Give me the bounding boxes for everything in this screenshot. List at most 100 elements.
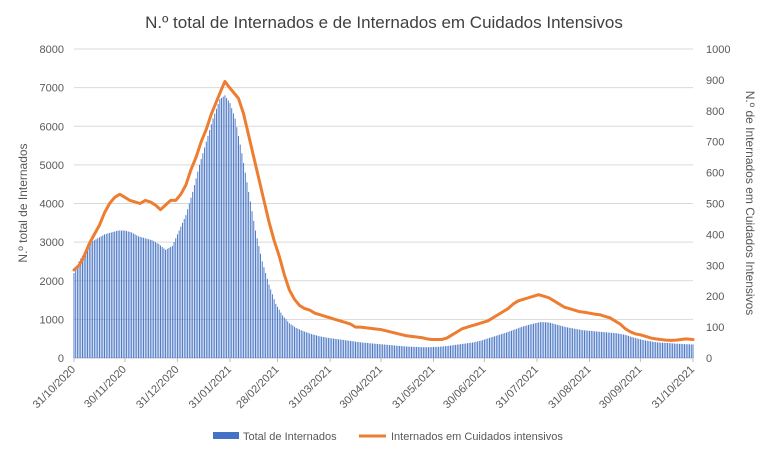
bar <box>161 246 163 358</box>
bar <box>292 325 294 358</box>
bar <box>480 340 482 358</box>
bar <box>602 332 604 358</box>
bar <box>483 339 485 358</box>
bar <box>300 330 302 358</box>
bar <box>387 344 389 358</box>
x-tick-label: 31/03/2021 <box>287 364 334 411</box>
y-left-tick-label: 7000 <box>40 83 64 95</box>
bar <box>134 234 136 358</box>
bar <box>541 322 543 358</box>
bar <box>178 230 180 358</box>
bar <box>584 330 585 358</box>
bar <box>570 328 572 358</box>
bar <box>144 238 146 358</box>
bar <box>183 218 185 358</box>
bar <box>643 340 645 358</box>
bar <box>572 328 574 358</box>
bar <box>382 344 384 358</box>
bar <box>505 332 507 358</box>
bar <box>305 332 307 358</box>
bar <box>217 104 219 358</box>
bar <box>519 327 521 358</box>
bar <box>597 331 599 358</box>
bar <box>551 323 553 358</box>
bar <box>224 95 226 358</box>
bar <box>507 331 509 358</box>
bar <box>690 344 692 358</box>
bar <box>288 323 290 358</box>
bar <box>260 253 262 358</box>
bar <box>594 331 596 358</box>
bar <box>121 230 122 358</box>
chart-title: N.º total de Internados e de Internados … <box>145 13 623 32</box>
bar <box>100 236 102 358</box>
x-tick-label: 31/12/2020 <box>134 364 181 411</box>
bar <box>348 340 350 358</box>
bar <box>628 335 630 358</box>
bar <box>333 338 334 358</box>
bar <box>204 147 206 358</box>
bar <box>283 317 285 358</box>
bar <box>253 220 255 358</box>
bar <box>555 324 557 358</box>
bar <box>662 342 663 358</box>
bar <box>614 333 616 358</box>
bar <box>231 108 233 358</box>
bar <box>160 245 161 358</box>
bar <box>563 326 565 358</box>
bar <box>470 342 472 358</box>
bar <box>404 346 406 358</box>
bar <box>448 345 450 358</box>
bar <box>606 332 607 358</box>
bar <box>351 341 353 358</box>
bar <box>421 347 423 358</box>
bar <box>595 331 597 358</box>
bar <box>146 238 148 358</box>
bar <box>148 239 150 358</box>
bar <box>556 324 558 358</box>
bar <box>494 336 496 358</box>
bar <box>75 269 77 358</box>
bar <box>124 230 126 358</box>
x-tick-label: 31/07/2021 <box>494 364 541 411</box>
bar <box>385 344 387 358</box>
bar <box>453 345 455 358</box>
bar <box>156 243 158 358</box>
bar <box>363 342 365 358</box>
bar <box>438 346 440 358</box>
bar <box>621 334 623 358</box>
bar <box>685 344 687 358</box>
bar <box>182 222 183 358</box>
y-right-tick-label: 400 <box>706 229 724 241</box>
bar <box>427 347 429 358</box>
bar <box>175 238 177 358</box>
bar <box>534 323 536 358</box>
bar <box>346 340 348 358</box>
bar <box>353 341 355 358</box>
y-right-tick-label: 100 <box>706 322 724 334</box>
bar <box>463 343 465 358</box>
bar <box>612 332 614 358</box>
bar <box>585 330 587 358</box>
bar <box>599 331 601 358</box>
bar <box>109 232 111 358</box>
bar <box>126 231 128 358</box>
bar <box>380 344 382 358</box>
bar <box>629 336 631 358</box>
bar <box>80 258 82 358</box>
bar <box>234 118 236 358</box>
bar <box>321 336 323 358</box>
bar <box>339 339 341 358</box>
bar <box>641 339 643 358</box>
bar <box>650 341 652 358</box>
bar <box>673 343 675 358</box>
y-right-tick-label: 200 <box>706 291 724 303</box>
bar <box>680 343 682 358</box>
bar <box>521 326 523 358</box>
bar <box>110 232 112 358</box>
line-series-path <box>72 79 695 342</box>
bar <box>577 329 579 358</box>
bar <box>377 343 379 358</box>
bar <box>397 345 399 358</box>
x-tick-label: 31/10/2021 <box>650 364 697 411</box>
